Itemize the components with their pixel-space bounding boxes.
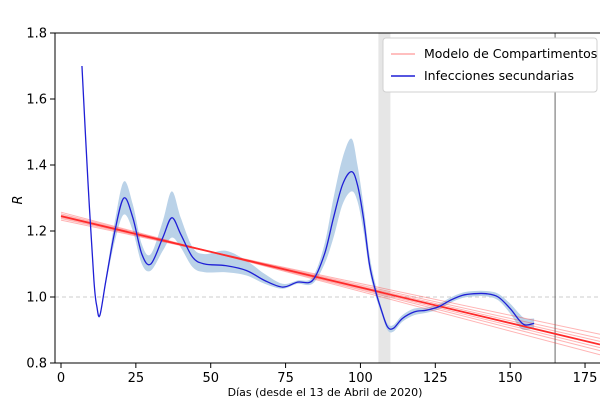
x-tick-label: 50 bbox=[202, 371, 219, 386]
axes-layer: 0.8 1.0 1.2 1.4 1.6 1.8 0 25 50 75 100 125 150 175 bbox=[26, 27, 600, 386]
y-tick-label: 1.8 bbox=[26, 27, 47, 42]
y-tick-label: 1.4 bbox=[26, 159, 47, 174]
secondary-series-layer bbox=[81, 65, 535, 330]
model-series-layer bbox=[60, 211, 600, 356]
x-tick-label: 125 bbox=[423, 371, 448, 386]
x-tick-label: 150 bbox=[498, 371, 523, 386]
model-series-line-4 bbox=[60, 214, 600, 349]
y-axis-label: R bbox=[11, 195, 26, 204]
model-series-line-1 bbox=[60, 218, 600, 339]
y-tick-label: 1.2 bbox=[26, 225, 47, 240]
x-tick-label: 25 bbox=[128, 371, 145, 386]
x-axis-label: Días (desde el 13 de Abril de 2020) bbox=[228, 386, 423, 398]
legend-label-secondary: Infecciones secundarias bbox=[424, 68, 574, 83]
legend-box bbox=[382, 37, 598, 93]
secondary-confidence-band bbox=[81, 66, 535, 333]
legend: Modelo de Compartimentos Infecciones sec… bbox=[382, 37, 598, 93]
model-series-line-6 bbox=[60, 211, 600, 356]
secondary-series-line bbox=[81, 65, 535, 330]
y-tick-label: 1.6 bbox=[26, 93, 47, 108]
y-tick-label: 0.8 bbox=[26, 357, 47, 372]
confidence-band-layer bbox=[81, 66, 535, 333]
shaded-region bbox=[378, 33, 391, 363]
x-tick-label: 75 bbox=[277, 371, 294, 386]
model-series-line-0 bbox=[60, 219, 600, 335]
x-tick-label: 0 bbox=[57, 371, 65, 386]
model-series-line-5 bbox=[60, 213, 600, 352]
x-tick-label: 100 bbox=[348, 371, 373, 386]
model-series-line-3 bbox=[60, 215, 600, 346]
x-tick-label: 175 bbox=[573, 371, 598, 386]
legend-label-model: Modelo de Compartimentos bbox=[424, 46, 597, 61]
y-tick-label: 1.0 bbox=[26, 291, 47, 306]
